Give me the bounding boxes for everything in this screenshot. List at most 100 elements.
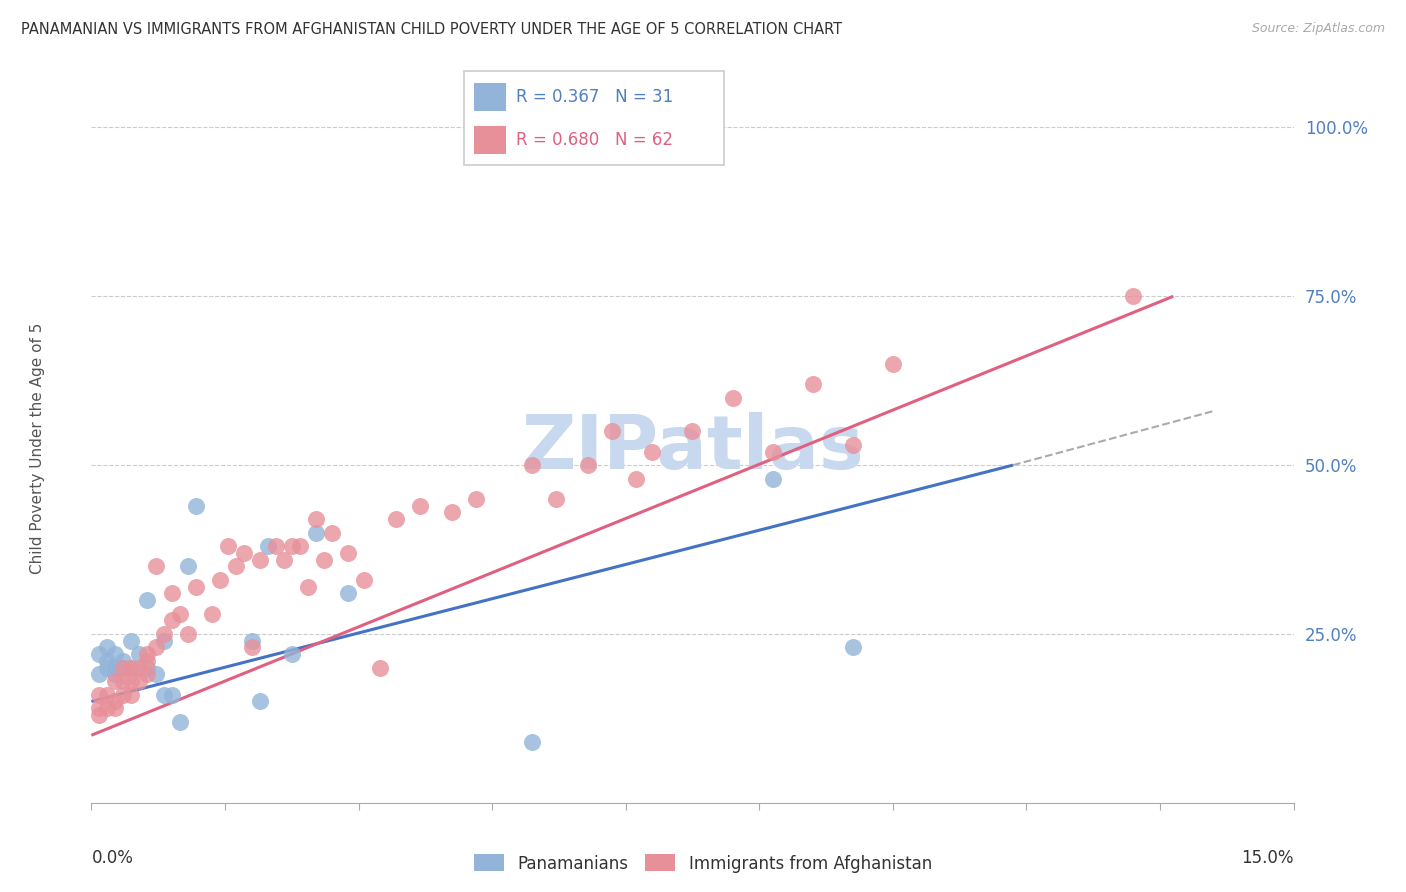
Text: ZIPatlas: ZIPatlas: [522, 412, 863, 484]
Point: [104, 674, 127, 689]
Point: [104, 647, 127, 661]
Point: [121, 633, 143, 648]
Point: [297, 580, 319, 594]
Point: [176, 559, 198, 574]
Point: [112, 654, 135, 668]
Point: [96, 654, 118, 668]
Point: [121, 688, 143, 702]
Point: [841, 640, 863, 655]
Text: 0.0%: 0.0%: [91, 849, 134, 867]
Point: [409, 499, 432, 513]
Point: [152, 633, 174, 648]
Point: [882, 357, 904, 371]
Point: [89, 688, 111, 702]
Point: [602, 425, 624, 439]
Point: [112, 674, 135, 689]
Point: [576, 458, 599, 472]
Point: [112, 661, 135, 675]
Point: [1122, 289, 1144, 303]
Point: [96, 701, 118, 715]
Point: [762, 444, 785, 458]
Point: [89, 667, 111, 681]
Point: [385, 512, 408, 526]
Point: [145, 640, 167, 655]
Point: [104, 701, 127, 715]
Point: [160, 614, 183, 628]
Point: [176, 627, 198, 641]
Point: [96, 640, 118, 655]
Text: Source: ZipAtlas.com: Source: ZipAtlas.com: [1251, 22, 1385, 36]
Point: [626, 472, 648, 486]
Point: [522, 458, 544, 472]
Point: [160, 688, 183, 702]
Point: [96, 688, 118, 702]
Point: [336, 586, 359, 600]
Point: [89, 701, 111, 715]
Point: [89, 708, 111, 723]
Text: R = 0.680   N = 62: R = 0.680 N = 62: [516, 131, 673, 149]
Point: [281, 647, 304, 661]
Point: [112, 661, 135, 675]
Point: [128, 674, 150, 689]
Bar: [474, 126, 506, 153]
Point: [145, 559, 167, 574]
Point: [681, 425, 703, 439]
Point: [249, 552, 271, 566]
Point: [104, 661, 127, 675]
Point: [136, 647, 159, 661]
Point: [152, 688, 174, 702]
Point: [721, 391, 744, 405]
Point: [249, 694, 271, 708]
Point: [641, 444, 664, 458]
Point: [104, 667, 127, 681]
Point: [232, 546, 254, 560]
Point: [465, 491, 488, 506]
Point: [136, 654, 159, 668]
Point: [305, 525, 328, 540]
Point: [264, 539, 287, 553]
Point: [201, 607, 224, 621]
Point: [121, 661, 143, 675]
Bar: [474, 83, 506, 111]
Point: [136, 667, 159, 681]
Point: [184, 580, 207, 594]
Point: [104, 694, 127, 708]
Point: [440, 505, 463, 519]
Point: [136, 593, 159, 607]
Point: [169, 607, 191, 621]
Point: [136, 661, 159, 675]
Point: [762, 472, 785, 486]
FancyBboxPatch shape: [464, 71, 724, 165]
Point: [368, 661, 391, 675]
Point: [217, 539, 239, 553]
Point: [336, 546, 359, 560]
Point: [546, 491, 568, 506]
Point: [128, 647, 150, 661]
Point: [128, 661, 150, 675]
Point: [321, 525, 343, 540]
Point: [169, 714, 191, 729]
Point: [522, 735, 544, 749]
Text: PANAMANIAN VS IMMIGRANTS FROM AFGHANISTAN CHILD POVERTY UNDER THE AGE OF 5 CORRE: PANAMANIAN VS IMMIGRANTS FROM AFGHANISTA…: [21, 22, 842, 37]
Point: [121, 661, 143, 675]
Point: [121, 674, 143, 689]
Point: [273, 552, 295, 566]
Point: [288, 539, 311, 553]
Point: [184, 499, 207, 513]
Point: [256, 539, 278, 553]
Point: [240, 640, 263, 655]
Point: [160, 586, 183, 600]
Point: [89, 647, 111, 661]
Point: [353, 573, 375, 587]
Legend: Panamanians, Immigrants from Afghanistan: Panamanians, Immigrants from Afghanistan: [468, 847, 938, 880]
Text: 15.0%: 15.0%: [1241, 849, 1294, 867]
Point: [240, 633, 263, 648]
Point: [208, 573, 231, 587]
Point: [96, 661, 118, 675]
Point: [225, 559, 247, 574]
Point: [801, 377, 824, 392]
Text: Child Poverty Under the Age of 5: Child Poverty Under the Age of 5: [30, 323, 45, 574]
Point: [841, 438, 863, 452]
Point: [281, 539, 304, 553]
Point: [312, 552, 335, 566]
